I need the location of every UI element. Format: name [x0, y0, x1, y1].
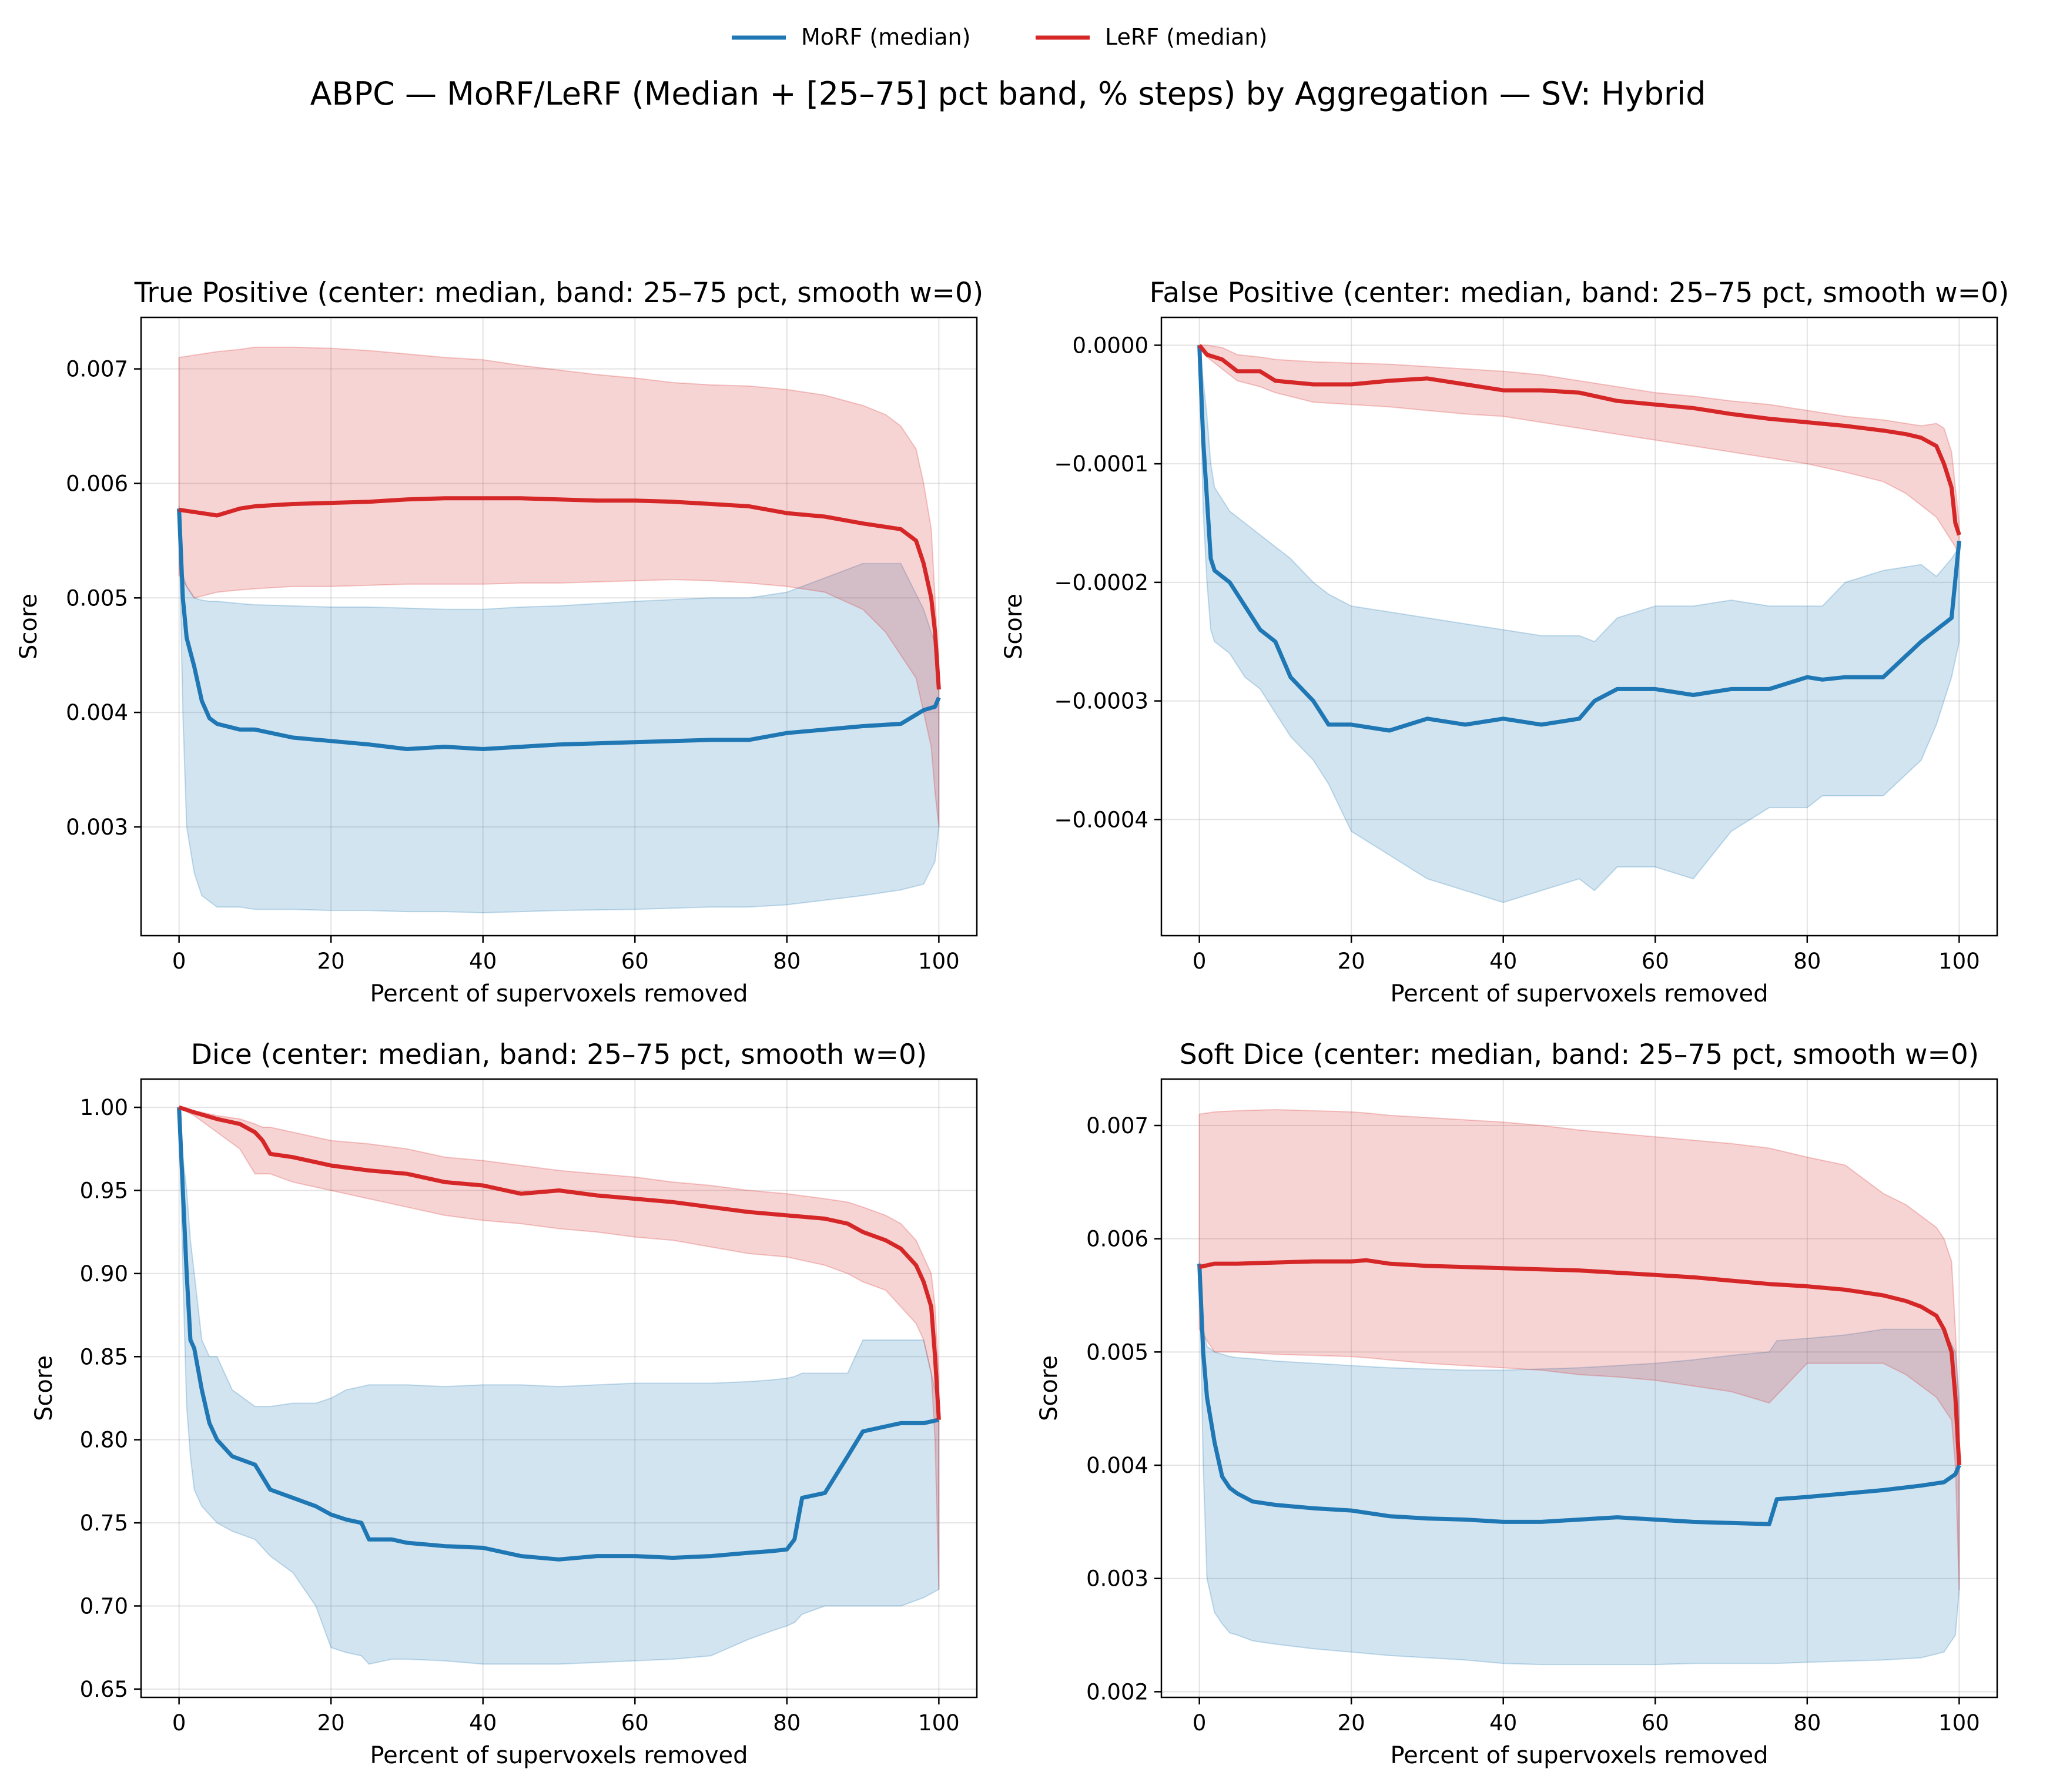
fp-ytick-label-3: −0.0001 — [1054, 451, 1148, 477]
legend-label-morf: MoRF (median) — [801, 24, 970, 50]
tp-ytick-label-3: 0.006 — [66, 471, 128, 496]
fp-ytick-label-4: 0.0000 — [1073, 333, 1148, 358]
fp-x-axis-label: Percent of supervoxels removed — [1390, 980, 1768, 1007]
fp-band-morf — [1198, 345, 1960, 903]
tp-ytick-label-1: 0.004 — [66, 700, 128, 725]
subplot-soft-dice: 0 20 40 60 80 100 0.002 0.003 0.004 0.005 0.006 0.0… — [1036, 1039, 1998, 1769]
sdice-ytick-label-5: 0.007 — [1086, 1113, 1148, 1138]
tp-x-axis-label: Percent of supervoxels removed — [370, 980, 748, 1007]
legend-label-lerf: LeRF (median) — [1105, 24, 1267, 50]
subplot-false-positive: 0 20 40 60 80 100 −0.0004 −0.0003 −0.0002 −0.0001… — [1000, 277, 2009, 1007]
tp-ytick-label-4: 0.007 — [66, 357, 128, 382]
tp-xtick-label-3: 60 — [621, 949, 649, 974]
tp-xtick-label-0: 0 — [172, 949, 186, 974]
sdice-xtick-label-4: 80 — [1793, 1710, 1821, 1736]
dice-ytick-label-2: 0.75 — [80, 1510, 128, 1536]
fp-xtick-label-4: 80 — [1793, 949, 1821, 974]
fp-xtick-label-1: 20 — [1338, 949, 1365, 974]
tp-xtick-label-1: 20 — [317, 949, 345, 974]
fp-xtick-label-0: 0 — [1193, 949, 1207, 974]
sdice-ytick-label-3: 0.005 — [1086, 1339, 1148, 1365]
fp-ytick-label-0: −0.0004 — [1054, 807, 1148, 832]
dice-ytick-label-1: 0.70 — [80, 1593, 128, 1619]
fp-xtick-label-5: 100 — [1938, 949, 1980, 974]
tp-y-axis-label: Score — [15, 594, 42, 659]
dice-xtick-label-2: 40 — [469, 1710, 497, 1736]
sdice-band-morf — [1198, 1261, 1960, 1666]
fp-band-lerf — [1198, 344, 1960, 559]
subplot-dice: 0 20 40 60 80 100 0.65 0.70 0.75 0.80 0.85 0.90 0.95… — [31, 1039, 978, 1769]
sdice-ytick-label-0: 0.002 — [1086, 1679, 1148, 1704]
sdice-xtick-label-1: 20 — [1338, 1710, 1365, 1736]
dice-y-axis-label: Score — [31, 1355, 58, 1421]
subplot-true-positive: 0 20 40 60 80 100 0.003 0.004 0.005 0.006 0.007 Tru… — [15, 277, 983, 1007]
sdice-xtick-label-3: 60 — [1642, 1710, 1669, 1736]
sdice-y-axis-label: Score — [1036, 1355, 1063, 1421]
tp-grid — [141, 317, 977, 936]
dice-ytick-label-4: 0.85 — [80, 1344, 128, 1369]
tp-subplot-title: True Positive (center: median, band: 25–… — [134, 277, 984, 309]
fp-ytick-label-1: −0.0003 — [1054, 689, 1148, 714]
fp-median-line-morf — [1197, 345, 1961, 733]
dice-xtick-label-1: 20 — [317, 1710, 345, 1736]
tp-xtick-label-5: 100 — [918, 949, 960, 974]
tp-band-morf — [178, 506, 940, 914]
fp-axes-frame — [1160, 316, 1998, 937]
tp-xtick-label-4: 80 — [773, 949, 801, 974]
fp-y-axis-label: Score — [1000, 594, 1027, 659]
fp-grid — [1161, 317, 1997, 936]
sdice-xtick-label-2: 40 — [1489, 1710, 1517, 1736]
tp-ytick-label-2: 0.005 — [66, 585, 128, 611]
dice-xtick-label-4: 80 — [773, 1710, 801, 1736]
tp-ytick-label-0: 0.003 — [66, 815, 128, 840]
dice-ytick-label-0: 0.65 — [80, 1677, 128, 1702]
sdice-xtick-label-0: 0 — [1193, 1710, 1207, 1736]
sdice-ytick-label-1: 0.003 — [1086, 1566, 1148, 1592]
fp-subplot-title: False Positive (center: median, band: 25… — [1150, 277, 2010, 309]
dice-ytick-label-6: 0.95 — [80, 1178, 128, 1203]
fp-xtick-label-2: 40 — [1489, 949, 1517, 974]
dice-ytick-label-3: 0.80 — [80, 1428, 128, 1453]
sdice-median-line-morf — [1197, 1263, 1961, 1526]
fp-xtick-label-3: 60 — [1642, 949, 1669, 974]
sdice-x-axis-label: Percent of supervoxels removed — [1390, 1742, 1768, 1769]
dice-grid — [141, 1079, 977, 1697]
dice-axes-frame — [140, 1078, 978, 1699]
sdice-subplot-title: Soft Dice (center: median, band: 25–75 p… — [1180, 1039, 1979, 1071]
dice-median-line-lerf — [178, 1105, 941, 1420]
fp-ytick-label-2: −0.0002 — [1054, 570, 1148, 595]
dice-x-axis-label: Percent of supervoxels removed — [370, 1742, 748, 1769]
dice-ytick-label-5: 0.90 — [80, 1261, 128, 1287]
tp-xtick-label-2: 40 — [469, 949, 497, 974]
dice-xtick-label-0: 0 — [172, 1710, 186, 1736]
tp-axes-frame — [140, 316, 978, 937]
tp-band-lerf — [178, 346, 940, 828]
figure-legend: MoRF (median) LeRF (median) — [732, 24, 1267, 50]
dice-xtick-label-5: 100 — [918, 1710, 960, 1736]
dice-xtick-label-3: 60 — [621, 1710, 649, 1736]
dice-median-line-morf — [177, 1107, 940, 1562]
sdice-ytick-label-2: 0.004 — [1086, 1453, 1148, 1478]
tp-median-line-lerf — [179, 496, 941, 690]
figure-title: ABPC — MoRF/LeRF (Median + [25–75] pct b… — [310, 75, 1706, 112]
sdice-axes-frame — [1160, 1078, 1998, 1699]
sdice-median-line-lerf — [1198, 1258, 1961, 1466]
sdice-grid — [1161, 1079, 1997, 1697]
sdice-band-lerf — [1198, 1108, 1960, 1590]
dice-subplot-title: Dice (center: median, band: 25–75 pct, s… — [191, 1039, 927, 1071]
tp-median-line-morf — [177, 508, 941, 751]
sdice-xtick-label-5: 100 — [1938, 1710, 1980, 1736]
dice-ytick-label-7: 1.00 — [80, 1095, 128, 1120]
dice-band-morf — [178, 1107, 940, 1665]
sdice-ytick-label-4: 0.006 — [1086, 1227, 1148, 1252]
fp-median-line-lerf — [1197, 344, 1961, 536]
dice-band-lerf — [179, 1107, 940, 1590]
